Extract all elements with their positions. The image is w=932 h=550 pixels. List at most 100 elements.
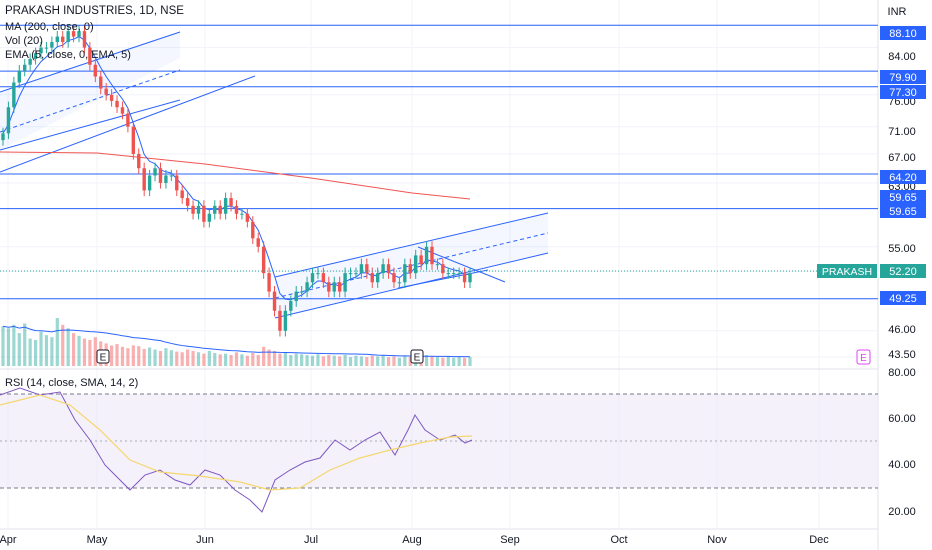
candle-body <box>1 133 5 141</box>
candle-body <box>93 64 98 77</box>
candle-body <box>6 107 11 134</box>
candle-body <box>397 282 402 284</box>
volume-bar <box>23 323 27 366</box>
candle-body <box>147 175 152 191</box>
currency-label: INR <box>888 6 907 18</box>
volume-bar <box>381 355 385 366</box>
volume-bar <box>213 352 217 366</box>
candle-body <box>99 76 103 89</box>
volume-bar <box>267 349 271 366</box>
volume-bar <box>289 355 293 366</box>
last-price-badge <box>880 264 926 278</box>
volume-bar <box>61 324 65 366</box>
candle-body <box>55 36 60 43</box>
wedge-lower <box>397 269 489 289</box>
volume-bar <box>435 357 440 366</box>
volume-bar <box>71 333 76 366</box>
candle-body <box>12 82 16 108</box>
level-badge <box>880 70 926 84</box>
volume-bar <box>224 353 228 366</box>
candle-body <box>327 282 331 292</box>
month-label-Jun: Jun <box>196 534 214 546</box>
price-tick: 67.00 <box>888 152 916 164</box>
volume-bar <box>44 335 49 366</box>
volume-bar <box>175 351 179 366</box>
candle-body <box>158 168 163 183</box>
volume-bar <box>370 355 374 366</box>
volume-bar <box>251 352 255 366</box>
candle-body <box>337 282 342 292</box>
volume-bar <box>321 356 325 366</box>
candle-body <box>457 273 461 275</box>
level-badge-label: 59.65 <box>889 192 917 204</box>
volume-bar <box>359 356 363 366</box>
candle-body <box>365 264 369 274</box>
volume-bar <box>82 338 87 366</box>
volume-bar <box>17 333 21 366</box>
volume-bar <box>386 357 391 366</box>
candle-body <box>375 273 380 283</box>
volume-bar <box>1 326 5 366</box>
candle-body <box>419 255 423 265</box>
rsi-tick: 60.00 <box>888 413 916 425</box>
time-axis[interactable]: Apr May Jun Jul Aug Sep Oct Nov Dec <box>0 534 829 546</box>
month-label-Nov: Nov <box>707 534 727 546</box>
candle-body <box>50 42 54 48</box>
volume-bar <box>397 357 402 366</box>
candle-body <box>462 273 467 283</box>
ticker-badge <box>817 264 877 278</box>
last-price-label: 52.20 <box>889 266 917 278</box>
volume-bar <box>256 355 260 366</box>
candle-body <box>218 205 222 214</box>
candle-body <box>310 273 315 283</box>
candle-body <box>77 31 81 37</box>
volume-bar <box>354 355 358 366</box>
volume-bar <box>164 348 168 366</box>
level-badge-label: 59.65 <box>889 206 917 218</box>
month-label-Sep: Sep <box>500 534 520 546</box>
candle-body <box>452 273 456 275</box>
candle-body <box>196 205 201 214</box>
volume-bar <box>12 324 16 366</box>
volume-legend[interactable]: Vol (20) <box>5 35 43 47</box>
candle-body <box>82 31 87 48</box>
candle-body <box>267 273 271 292</box>
level-badge <box>880 170 926 184</box>
earnings-marker-box <box>96 349 110 364</box>
ma-legend[interactable]: MA (200, close, 0) <box>5 21 94 33</box>
candle-body <box>251 221 255 239</box>
candle-body <box>175 175 179 191</box>
volume-bar <box>343 355 347 366</box>
volume-bar <box>229 355 233 366</box>
candlesticks <box>1 25 472 337</box>
candle-body <box>23 64 27 71</box>
candle-body <box>435 264 440 266</box>
volume-bar <box>120 346 125 366</box>
price-axis[interactable]: 43.5046.0055.0063.0067.0071.0076.0084.00… <box>0 6 926 518</box>
rsi-legend[interactable]: RSI (14, close, SMA, 14, 2) <box>5 377 139 389</box>
volume-bar <box>169 350 173 366</box>
volume-bar <box>262 346 266 366</box>
candle-body <box>66 31 70 43</box>
level-badge-label: 77.30 <box>889 87 917 99</box>
candle-body <box>381 264 385 274</box>
candle-body <box>137 153 141 169</box>
volume-bar <box>77 335 81 366</box>
volume-bar <box>240 354 244 366</box>
candle-body <box>408 264 412 274</box>
volume-bar <box>332 355 336 366</box>
volume-bar <box>283 352 287 366</box>
volume-bar <box>66 328 70 366</box>
volume-bar <box>55 318 59 366</box>
price-tick: 43.50 <box>888 349 916 361</box>
ema-legend[interactable]: EMA (5, close, 0, EMA, 5) <box>5 49 131 61</box>
candle-body <box>191 205 195 214</box>
candle-body <box>88 47 92 65</box>
candle-body <box>185 198 190 206</box>
support-resistance-lines[interactable] <box>0 24 878 300</box>
volume-bar <box>153 349 157 366</box>
price-tick: 46.00 <box>888 324 916 336</box>
volume-bar <box>452 357 456 366</box>
